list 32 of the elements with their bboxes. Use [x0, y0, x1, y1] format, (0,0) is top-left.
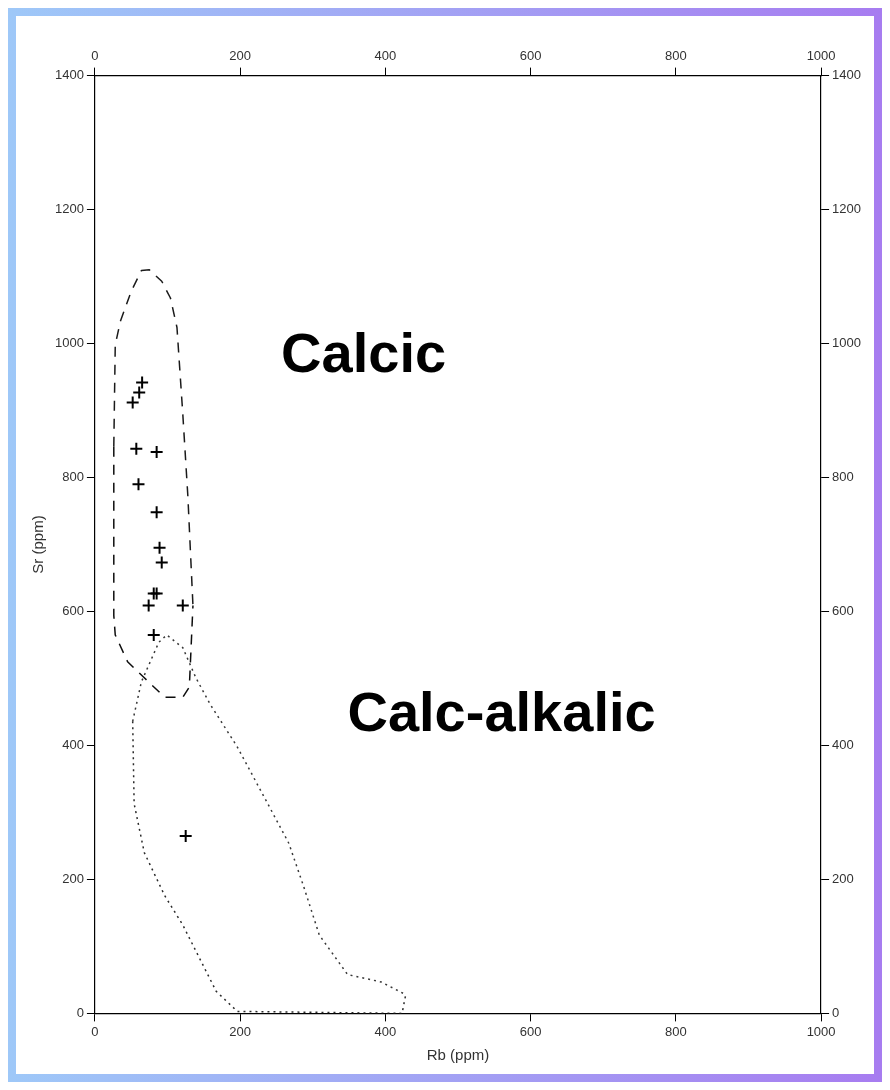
x2-tick-label: 200: [229, 48, 251, 64]
x-tick-label: 400: [374, 1023, 397, 1039]
annotation: Calc-alkalic: [347, 679, 656, 743]
y-tick-label: 200: [62, 871, 84, 887]
y-tick-label: 600: [62, 603, 84, 619]
x2-tick-label: 800: [665, 48, 687, 64]
y-tick-label: 1200: [55, 201, 84, 217]
y2-tick-label: 800: [832, 469, 854, 485]
x-tick-label: 800: [665, 1023, 687, 1039]
y2-tick-label: 0: [832, 1004, 840, 1020]
y2-tick-label: 400: [832, 737, 854, 753]
y-tick-label: 1000: [55, 335, 84, 351]
x2-tick-label: 400: [374, 48, 397, 64]
y2-tick-label: 1400: [832, 67, 861, 83]
y2-tick-label: 600: [832, 603, 854, 619]
x2-tick-label: 1000: [806, 48, 836, 64]
x2-tick-label: 0: [91, 48, 99, 64]
y-axis-title: Sr (ppm): [29, 515, 47, 574]
x-tick-label: 600: [519, 1023, 542, 1039]
y-tick-label: 400: [62, 737, 84, 753]
y-tick-label: 800: [62, 469, 84, 485]
y-tick-label: 1400: [55, 67, 84, 83]
annotation: Calcic: [281, 321, 447, 385]
x-axis-title: Rb (ppm): [426, 1046, 490, 1064]
y2-tick-label: 1200: [832, 201, 861, 217]
y2-tick-label: 1000: [832, 335, 861, 351]
x2-tick-label: 600: [519, 48, 542, 64]
x-tick-label: 200: [229, 1023, 251, 1039]
x-tick-label: 1000: [806, 1023, 836, 1039]
y-tick-label: 0: [76, 1004, 84, 1020]
x-tick-label: 0: [91, 1023, 99, 1039]
y2-tick-label: 200: [832, 871, 854, 887]
